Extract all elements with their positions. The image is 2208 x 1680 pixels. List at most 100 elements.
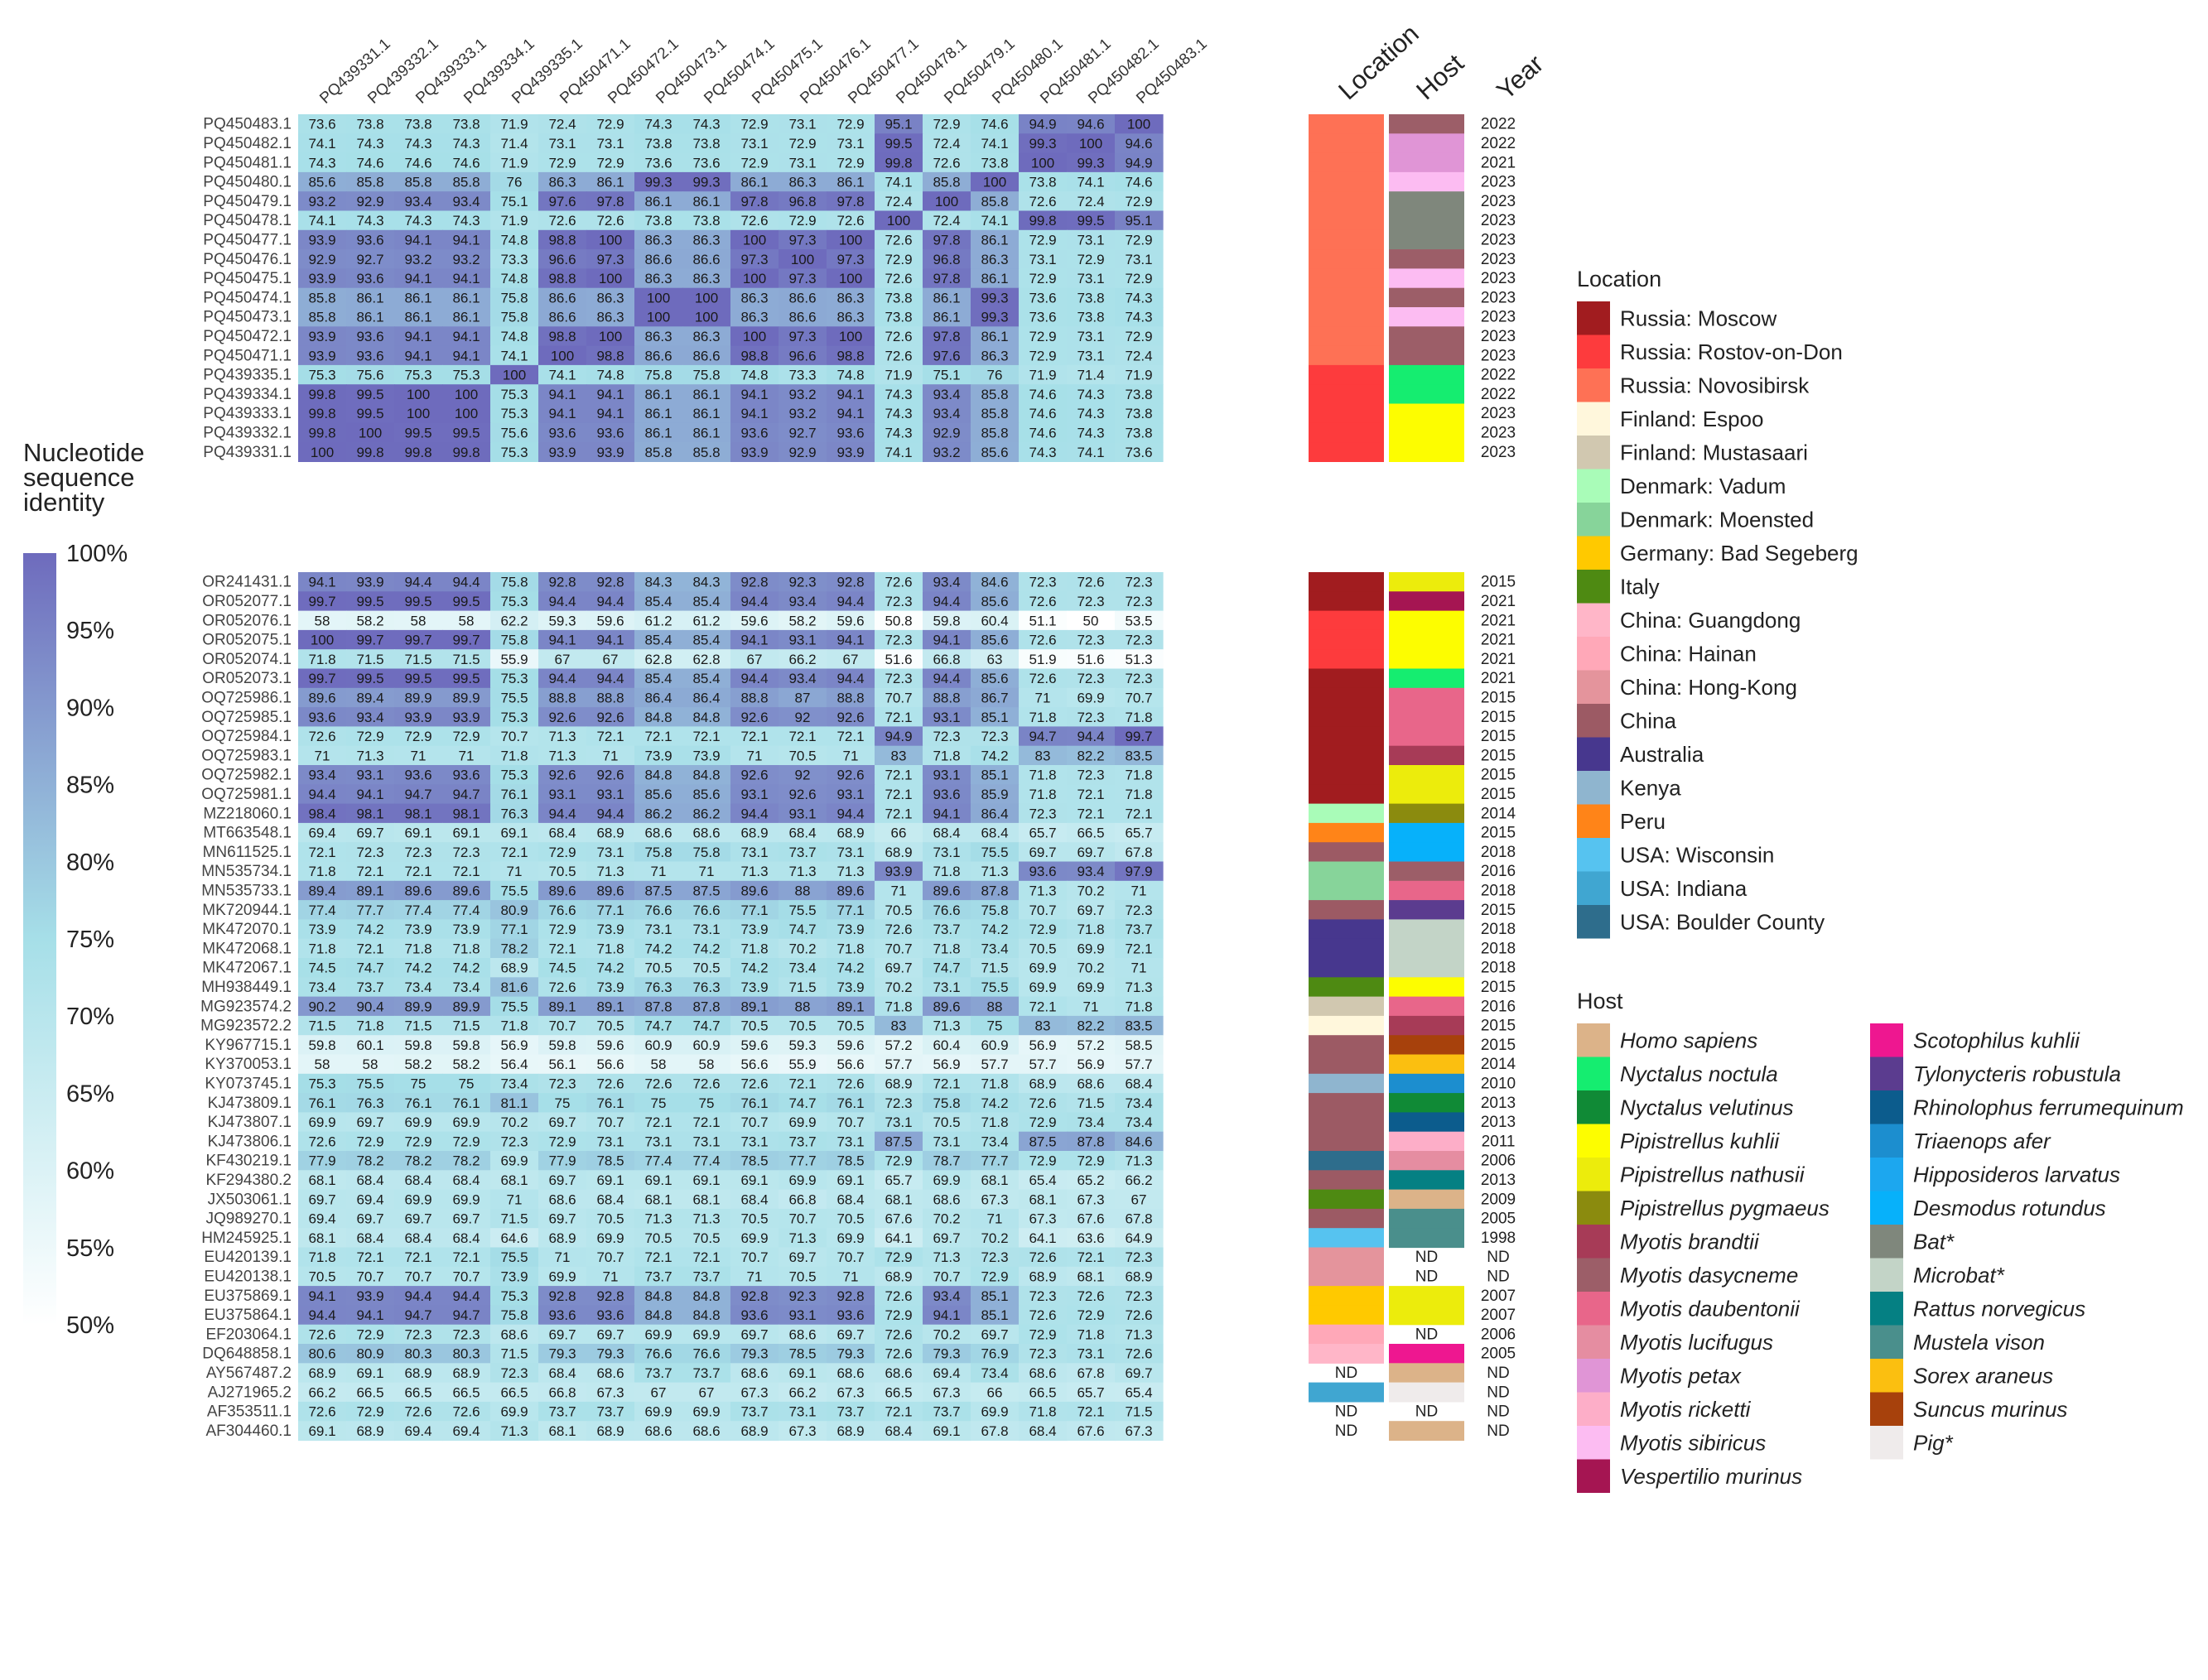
host-legend-title: Host	[1577, 989, 1623, 1013]
heatmap-cell	[1019, 210, 1068, 231]
cell-value: 70.2	[933, 1211, 960, 1227]
location-swatch	[1309, 591, 1384, 612]
cell-value: 56.9	[1077, 1057, 1104, 1072]
cell-value: 73.9	[404, 922, 431, 937]
cell-value: 70.5	[692, 1230, 720, 1246]
cell-value: 71.8	[1125, 999, 1152, 1014]
cell-value: 74.5	[548, 960, 576, 976]
cell-value: 73.7	[548, 1404, 576, 1420]
heatmap-cell	[298, 210, 347, 231]
cell-value: 73.1	[596, 1134, 624, 1149]
heatmap-cell	[634, 403, 683, 424]
cell-value: 71.8	[1077, 922, 1104, 937]
cell-value: 74.1	[308, 136, 335, 152]
location-swatch	[1309, 938, 1384, 959]
heatmap-cell	[923, 191, 971, 212]
cell-value: 72.1	[356, 864, 383, 879]
cell-value: 69.7	[548, 1326, 576, 1342]
cell-value: 69.9	[452, 1114, 480, 1130]
cell-value: 69.9	[644, 1326, 672, 1342]
location-swatch	[1309, 610, 1384, 631]
heatmap-cell	[1115, 229, 1164, 250]
cell-value: 82.2	[1077, 1018, 1104, 1034]
cell-value: 69.1	[836, 1172, 864, 1188]
cell-value: 94.1	[548, 406, 576, 421]
cell-value: 100	[743, 271, 766, 286]
heatmap-cell	[682, 191, 731, 212]
cell-value: 74.1	[885, 175, 912, 190]
cell-value: 71	[603, 1268, 619, 1284]
location-legend-label: China: Hong-Kong	[1620, 675, 1797, 700]
cell-value: 93.6	[356, 232, 383, 248]
heatmap-cell	[634, 210, 683, 231]
cell-value: 69.1	[452, 826, 480, 841]
year-label: 2023	[1481, 444, 1516, 461]
cell-value: 89.9	[452, 999, 480, 1014]
cell-value: 72.9	[356, 1404, 383, 1420]
cell-value: 99.7	[308, 671, 335, 686]
heatmap-cell	[923, 326, 971, 347]
cell-value: 86.3	[596, 310, 624, 325]
cell-value: 72.1	[308, 845, 335, 860]
cell-value: 55.9	[500, 652, 528, 667]
host-legend-label: Scotophilus kuhlii	[1913, 1028, 2080, 1052]
row-label: EU375869.1	[204, 1288, 292, 1305]
cell-value: 100	[839, 329, 862, 344]
location-legend-swatch	[1577, 771, 1610, 805]
cell-value: 74.6	[1029, 425, 1056, 440]
cell-value: 75.3	[404, 368, 431, 383]
cell-value: 85.4	[692, 633, 720, 648]
cell-value: 93.6	[356, 329, 383, 344]
cell-value: 89.6	[836, 883, 864, 898]
row-label: MK720944.1	[202, 902, 292, 919]
cell-value: 69.9	[836, 1230, 864, 1246]
cell-value: 86.3	[644, 232, 672, 248]
cell-value: 93.6	[1029, 864, 1056, 879]
location-legend-swatch	[1577, 670, 1610, 704]
location-swatch	[1309, 171, 1384, 192]
heatmap-cell	[442, 229, 491, 250]
cell-value: 60.9	[692, 1037, 720, 1053]
cell-value: 72.1	[356, 1249, 383, 1265]
heatmap-cell	[682, 364, 731, 385]
cell-value: 75.5	[500, 1249, 528, 1265]
heatmap-cell	[971, 364, 1020, 385]
cell-value: 87.8	[1077, 1134, 1104, 1149]
cell-value: 73.9	[836, 922, 864, 937]
cell-value: 85.8	[981, 406, 1008, 421]
cell-value: 74.3	[1125, 290, 1152, 306]
cell-value: 68.6	[740, 1365, 768, 1381]
location-swatch	[1309, 1266, 1384, 1287]
location-swatch	[1309, 803, 1384, 824]
heatmap-cell	[538, 210, 587, 231]
cell-value: 68.9	[1029, 1076, 1056, 1091]
cell-value: 94.1	[404, 232, 431, 248]
host-swatch	[1389, 326, 1464, 347]
heatmap-cell	[682, 114, 731, 134]
cell-value: 94.1	[836, 633, 864, 648]
cell-value: 68.4	[452, 1230, 480, 1246]
row-label: OR241431.1	[202, 574, 292, 591]
cell-value: 74.2	[981, 748, 1008, 763]
cell-value: 72.9	[1125, 194, 1152, 209]
location-swatch	[1309, 649, 1384, 670]
cell-value: 68.9	[308, 1365, 335, 1381]
location-legend-label: USA: Wisconsin	[1620, 842, 1774, 867]
row-label: PQ439331.1	[203, 444, 292, 461]
colorbar-tick: 75%	[66, 927, 114, 953]
host-legend-swatch	[1870, 1090, 1903, 1124]
cell-value: 72.3	[981, 729, 1008, 744]
cell-value: 77.4	[692, 1153, 720, 1169]
cell-value: 95.1	[885, 117, 912, 132]
cell-value: 74.7	[644, 1018, 672, 1034]
year-label: 2023	[1481, 405, 1516, 422]
cell-value: 98.1	[356, 806, 383, 821]
cell-value: 61.2	[644, 613, 672, 628]
location-swatch	[1309, 287, 1384, 308]
heatmap-cell	[923, 171, 971, 192]
cell-value: 85.6	[308, 175, 335, 190]
cell-value: 86.1	[692, 406, 720, 421]
cell-value: 71.3	[740, 864, 768, 879]
cell-value: 72.9	[548, 155, 576, 171]
cell-value: 72.3	[1125, 633, 1152, 648]
